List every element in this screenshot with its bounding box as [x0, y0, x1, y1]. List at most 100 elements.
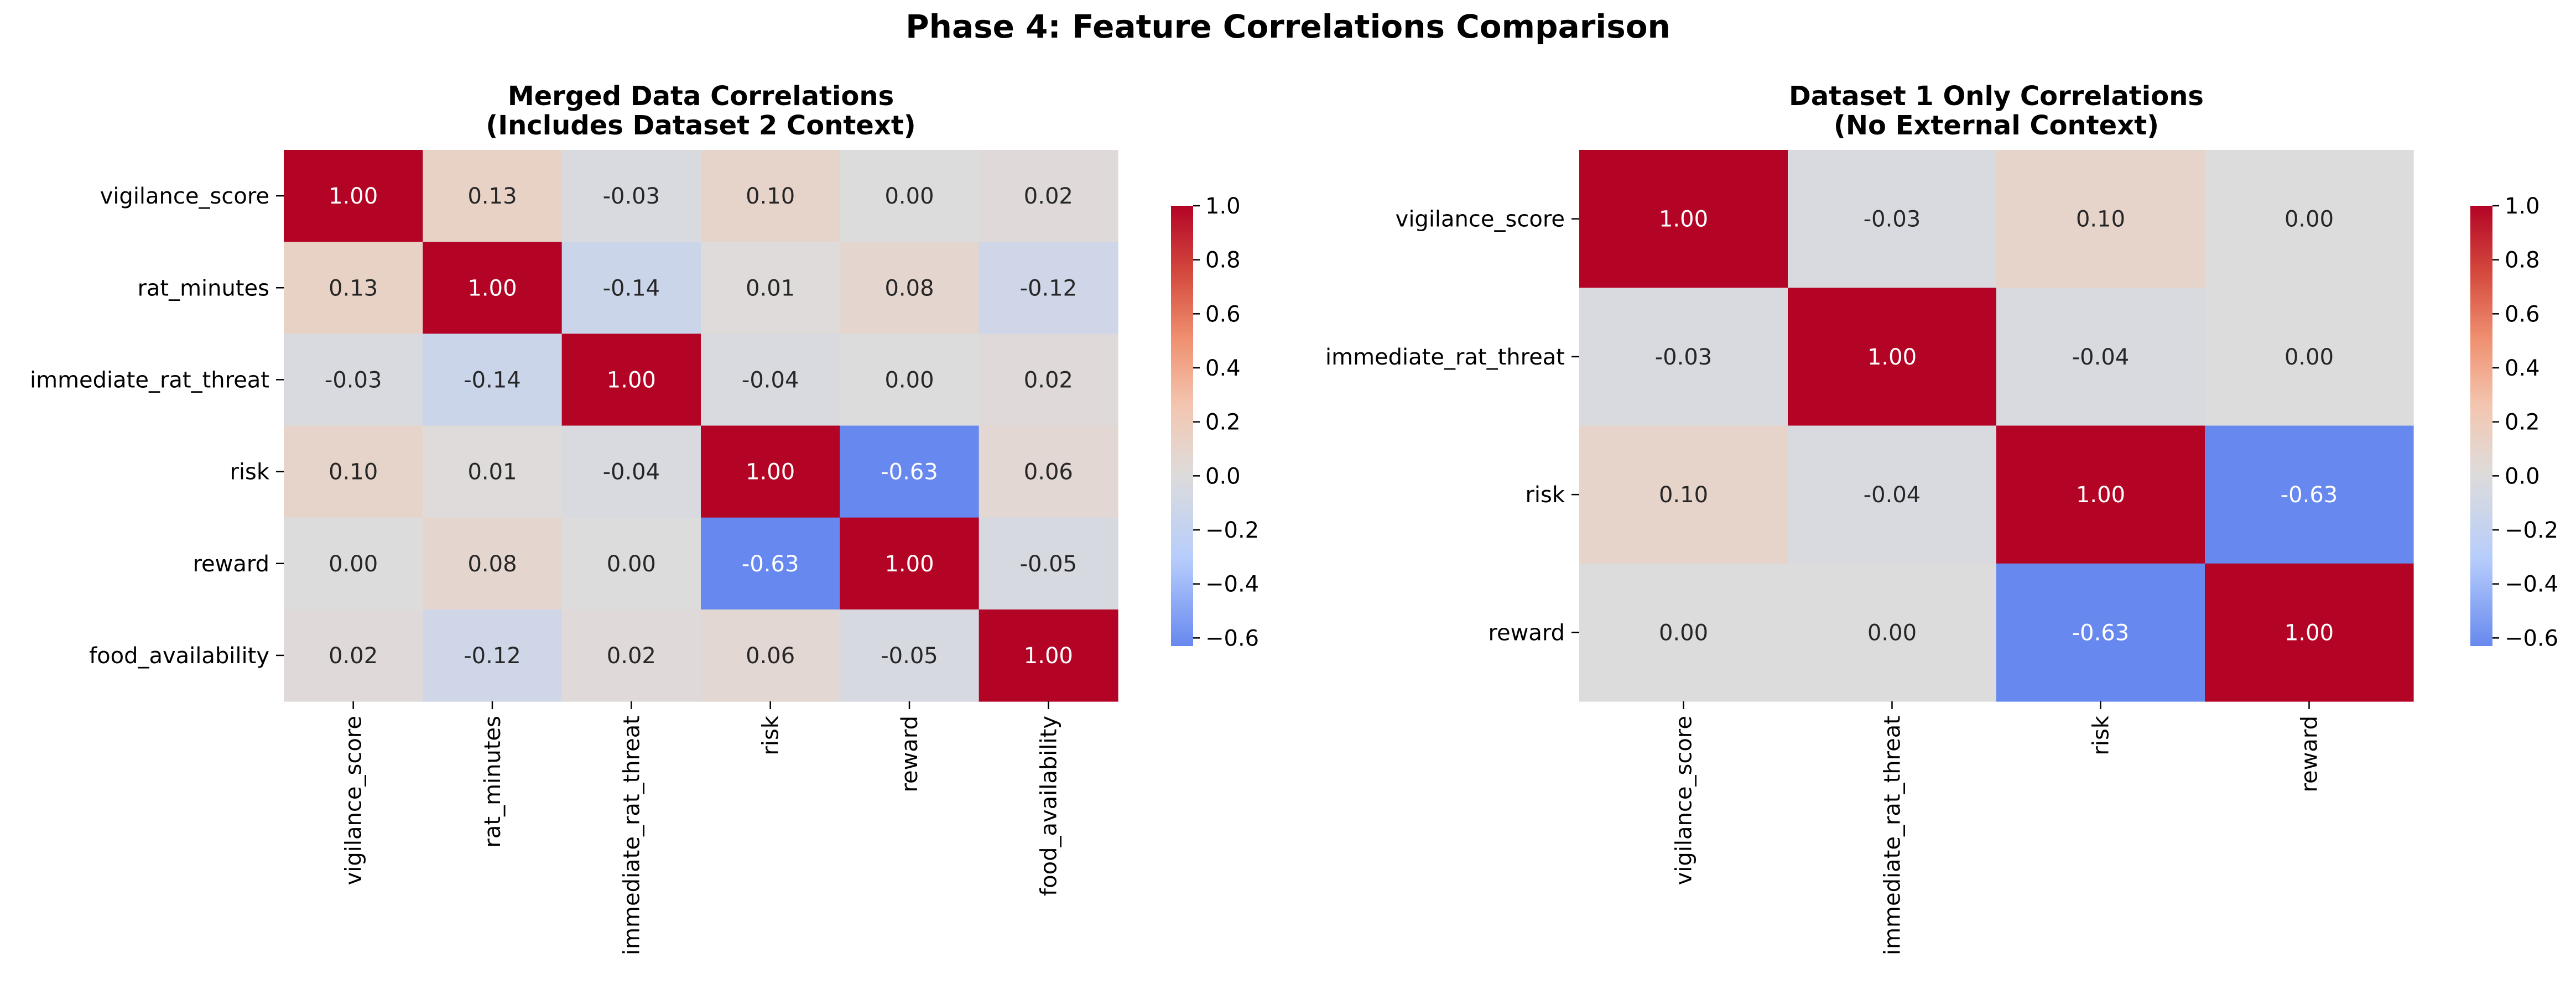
heatmap-cell [423, 609, 563, 702]
row-label: risk [230, 460, 269, 485]
heatmap-cell [561, 150, 701, 242]
cell-value-label: -0.05 [1020, 551, 1078, 577]
heatmap-cell [2205, 288, 2414, 426]
cell-value-label: 0.00 [329, 551, 378, 577]
cell-value-label: 0.02 [1024, 184, 1073, 209]
cell-value-label: 0.08 [467, 551, 517, 577]
cell-value-label: -0.03 [325, 367, 382, 393]
col-label: risk [758, 715, 784, 755]
cell-value-label: 0.10 [1659, 482, 1708, 508]
col-label: rat_minutes [480, 716, 506, 848]
colorbar-tick-label: 0.4 [2505, 356, 2540, 381]
cell-value-label: 0.00 [884, 367, 934, 393]
colorbar-tick-label: 0.8 [1205, 248, 1241, 273]
cell-value-label: 0.00 [607, 551, 656, 577]
heatmap-cell [840, 517, 980, 610]
cell-value-label: 0.00 [2284, 345, 2334, 370]
colorbar [2470, 206, 2492, 646]
cell-value-label: 1.00 [746, 460, 795, 485]
cell-value-label: 0.10 [2076, 207, 2125, 232]
cell-value-label: 0.08 [884, 275, 934, 301]
col-label: vigilance_score [341, 716, 367, 885]
heatmap-cell [1788, 150, 1997, 288]
cell-value-label: 0.13 [329, 275, 378, 301]
row-label: vigilance_score [100, 184, 269, 209]
cell-value-label: 1.00 [884, 551, 934, 577]
cell-value-label: 0.00 [884, 184, 934, 209]
heatmap-cell [2205, 425, 2414, 564]
heatmap-cell [423, 150, 563, 242]
heatmap-cell [979, 242, 1118, 334]
cell-value-label: -0.63 [881, 460, 938, 485]
cell-value-label: 0.10 [329, 460, 378, 485]
heatmap-cell [284, 425, 423, 518]
cell-value-label: 1.00 [1867, 345, 1917, 370]
heatmap-cell [423, 517, 563, 610]
heatmap-cell [561, 425, 701, 518]
row-label: vigilance_score [1396, 207, 1565, 232]
cell-value-label: 0.10 [746, 184, 795, 209]
cell-value-label: -0.03 [1864, 207, 1921, 232]
heatmap-cell [1788, 288, 1997, 426]
colorbar-tick-label: 0.2 [2505, 410, 2540, 435]
cell-value-label: -0.63 [742, 551, 799, 577]
cell-value-label: 0.00 [2284, 207, 2334, 232]
heatmap-cell [840, 425, 980, 518]
heatmap-cell [423, 242, 563, 334]
heatmap-cell [979, 609, 1118, 702]
subplot-title-line: (Includes Dataset 2 Context) [486, 110, 915, 141]
col-label: vigilance_score [1672, 716, 1697, 885]
heatmap-cell [979, 517, 1118, 610]
cell-value-label: 0.02 [1024, 367, 1073, 393]
cell-value-label: -0.14 [603, 275, 660, 301]
col-label: risk [2089, 715, 2114, 755]
heatmap-cell [561, 517, 701, 610]
heatmap-cell [1788, 425, 1997, 564]
colorbar-tick-label: 0.6 [2505, 301, 2540, 327]
heatmap-cell [701, 609, 840, 702]
colorbar-tick-label: −0.4 [2505, 572, 2558, 597]
cell-value-label: 0.02 [607, 643, 656, 669]
colorbar-tick-label: 0.2 [1205, 410, 1241, 435]
cell-value-label: -0.63 [2281, 482, 2338, 508]
col-label: food_availability [1036, 716, 1061, 896]
colorbar-tick-label: 0.0 [1205, 464, 1241, 489]
colorbar [1171, 206, 1193, 646]
heatmap-cell [423, 425, 563, 518]
heatmap-cell [2205, 150, 2414, 288]
cell-value-label: 0.06 [746, 643, 795, 669]
cell-value-label: 0.01 [467, 460, 517, 485]
col-label: immediate_rat_threat [1880, 716, 1906, 955]
colorbar-tick-label: 0.0 [2505, 464, 2540, 489]
cell-value-label: -0.05 [881, 643, 938, 669]
cell-value-label: -0.12 [1020, 275, 1078, 301]
row-label: immediate_rat_threat [1325, 345, 1565, 370]
colorbar-tick-label: −0.6 [2505, 626, 2558, 651]
cell-value-label: 1.00 [2284, 620, 2334, 645]
heatmap-cell [701, 334, 840, 426]
cell-value-label: 0.01 [746, 275, 795, 301]
colorbar-tick-label: −0.2 [1205, 518, 1259, 543]
subplot-title-line: (No External Context) [1834, 110, 2159, 141]
colorbar-tick-label: −0.4 [1205, 572, 1259, 597]
heatmap-cell [701, 425, 840, 518]
row-label: rat_minutes [137, 275, 269, 301]
heatmap-cell [701, 517, 840, 610]
colorbar-tick-label: −0.2 [2505, 518, 2558, 543]
figure-title: Phase 4: Feature Correlations Comparison [905, 8, 1671, 45]
cell-value-label: 0.02 [329, 643, 378, 669]
heatmap-cell [423, 334, 563, 426]
cell-value-label: 1.00 [329, 184, 378, 209]
heatmap-cell [1579, 563, 1788, 702]
heatmap-cell [561, 242, 701, 334]
heatmap-cell [1996, 425, 2205, 564]
cell-value-label: -0.63 [2072, 620, 2130, 645]
heatmap-cell [284, 609, 423, 702]
heatmap-cell [840, 609, 980, 702]
heatmap-cell [1579, 288, 1788, 426]
heatmap-cell [1996, 288, 2205, 426]
heatmap-cell [284, 334, 423, 426]
cell-value-label: -0.04 [742, 367, 799, 393]
